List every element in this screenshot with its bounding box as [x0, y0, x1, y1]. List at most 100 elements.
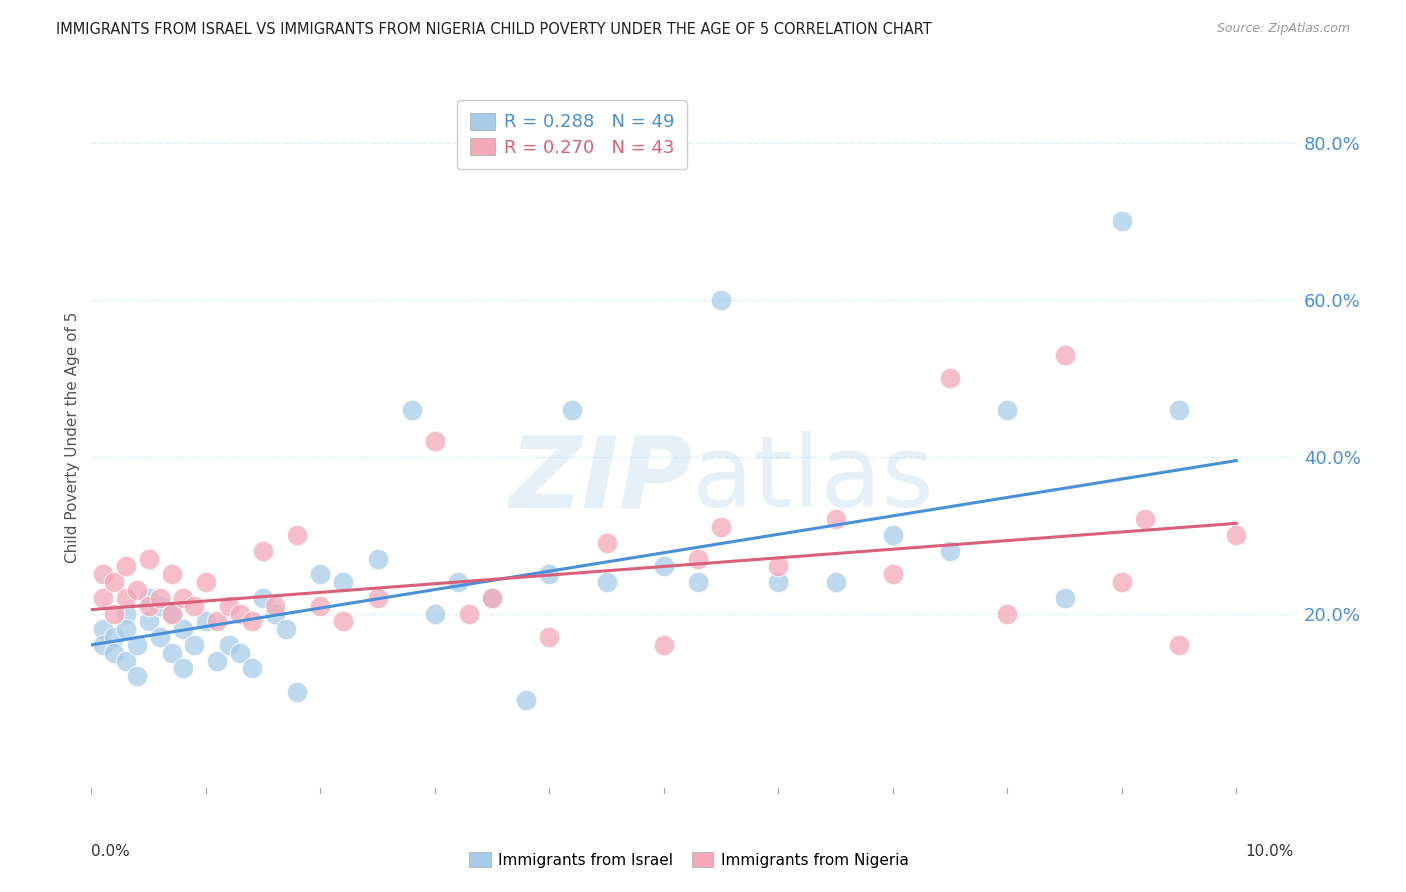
Point — [710, 520, 733, 534]
Point — [263, 607, 285, 621]
Point — [160, 567, 183, 582]
Point — [538, 630, 561, 644]
Point — [824, 512, 846, 526]
Point — [229, 607, 252, 621]
Point — [423, 607, 446, 621]
Point — [127, 582, 149, 597]
Text: Source: ZipAtlas.com: Source: ZipAtlas.com — [1216, 22, 1350, 36]
Point — [127, 638, 149, 652]
Point — [149, 630, 172, 644]
Point — [1111, 575, 1133, 590]
Point — [138, 599, 160, 613]
Legend: R = 0.288   N = 49, R = 0.270   N = 43: R = 0.288 N = 49, R = 0.270 N = 43 — [457, 100, 688, 169]
Point — [995, 402, 1018, 417]
Point — [240, 615, 263, 629]
Point — [688, 575, 710, 590]
Point — [114, 607, 136, 621]
Point — [138, 615, 160, 629]
Point — [882, 528, 904, 542]
Point — [447, 575, 470, 590]
Point — [91, 591, 114, 605]
Point — [367, 591, 389, 605]
Point — [91, 622, 114, 636]
Point — [218, 599, 240, 613]
Point — [207, 654, 229, 668]
Point — [332, 575, 354, 590]
Point — [194, 615, 217, 629]
Point — [1053, 348, 1076, 362]
Point — [138, 551, 160, 566]
Point — [287, 528, 309, 542]
Point — [103, 630, 125, 644]
Point — [240, 661, 263, 675]
Point — [561, 402, 583, 417]
Point — [458, 607, 481, 621]
Point — [309, 599, 332, 613]
Point — [160, 607, 183, 621]
Point — [882, 567, 904, 582]
Point — [172, 591, 194, 605]
Point — [218, 638, 240, 652]
Point — [252, 543, 274, 558]
Point — [1111, 214, 1133, 228]
Point — [287, 685, 309, 699]
Point — [367, 551, 389, 566]
Point — [768, 559, 790, 574]
Point — [172, 661, 194, 675]
Point — [595, 575, 617, 590]
Point — [114, 591, 136, 605]
Point — [481, 591, 503, 605]
Point — [1168, 402, 1191, 417]
Y-axis label: Child Poverty Under the Age of 5: Child Poverty Under the Age of 5 — [65, 311, 80, 563]
Point — [194, 575, 217, 590]
Point — [103, 607, 125, 621]
Text: IMMIGRANTS FROM ISRAEL VS IMMIGRANTS FROM NIGERIA CHILD POVERTY UNDER THE AGE OF: IMMIGRANTS FROM ISRAEL VS IMMIGRANTS FRO… — [56, 22, 932, 37]
Point — [263, 599, 285, 613]
Point — [229, 646, 252, 660]
Point — [824, 575, 846, 590]
Point — [114, 559, 136, 574]
Point — [995, 607, 1018, 621]
Point — [538, 567, 561, 582]
Legend: Immigrants from Israel, Immigrants from Nigeria: Immigrants from Israel, Immigrants from … — [463, 846, 915, 873]
Point — [274, 622, 297, 636]
Point — [149, 599, 172, 613]
Point — [939, 371, 962, 385]
Point — [91, 567, 114, 582]
Point — [103, 575, 125, 590]
Point — [710, 293, 733, 307]
Point — [1053, 591, 1076, 605]
Point — [207, 615, 229, 629]
Point — [939, 543, 962, 558]
Point — [652, 638, 675, 652]
Point — [183, 638, 205, 652]
Point — [1133, 512, 1156, 526]
Point — [515, 693, 537, 707]
Point — [172, 622, 194, 636]
Point — [252, 591, 274, 605]
Point — [160, 646, 183, 660]
Point — [1225, 528, 1247, 542]
Text: 10.0%: 10.0% — [1246, 844, 1294, 859]
Point — [149, 591, 172, 605]
Point — [768, 575, 790, 590]
Point — [1168, 638, 1191, 652]
Point — [688, 551, 710, 566]
Text: ZIP: ZIP — [509, 432, 692, 528]
Text: 0.0%: 0.0% — [91, 844, 131, 859]
Point — [160, 607, 183, 621]
Point — [595, 536, 617, 550]
Point — [127, 669, 149, 683]
Point — [401, 402, 423, 417]
Point — [103, 646, 125, 660]
Point — [309, 567, 332, 582]
Point — [332, 615, 354, 629]
Point — [423, 434, 446, 448]
Point — [91, 638, 114, 652]
Point — [114, 654, 136, 668]
Point — [481, 591, 503, 605]
Point — [138, 591, 160, 605]
Point — [652, 559, 675, 574]
Text: atlas: atlas — [692, 432, 934, 528]
Point — [114, 622, 136, 636]
